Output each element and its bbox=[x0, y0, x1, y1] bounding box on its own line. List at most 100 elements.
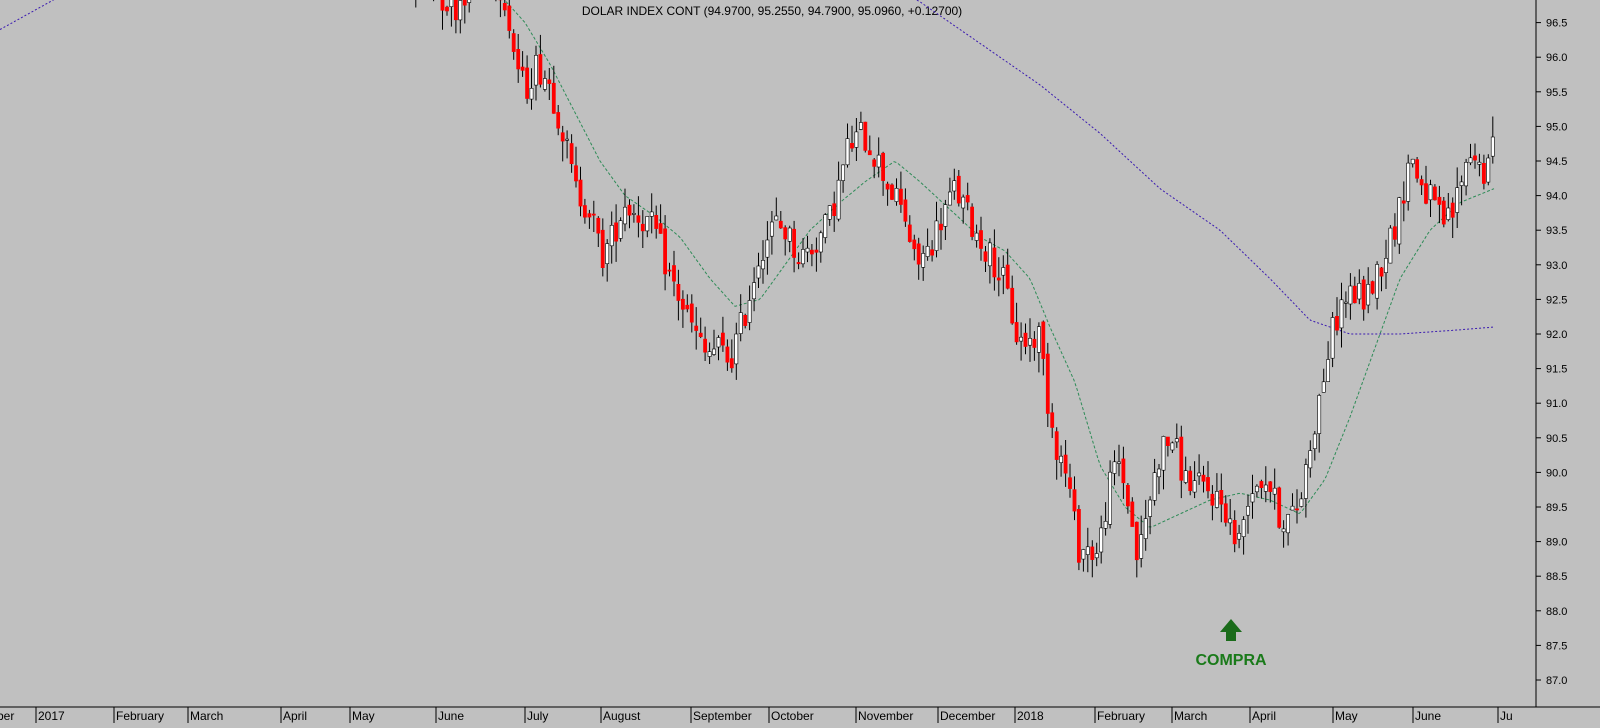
candle bbox=[996, 257, 1001, 297]
candle bbox=[596, 216, 601, 247]
candle-body bbox=[1250, 493, 1255, 503]
candle-body bbox=[1330, 317, 1335, 359]
candle bbox=[534, 45, 538, 101]
candle-body bbox=[903, 199, 908, 222]
candle bbox=[1437, 185, 1442, 224]
candle bbox=[1206, 461, 1210, 499]
candle bbox=[1459, 175, 1464, 206]
candle bbox=[850, 125, 854, 152]
candle-body bbox=[1433, 186, 1437, 201]
candle-body bbox=[1121, 458, 1126, 484]
candle-body bbox=[645, 216, 650, 232]
candle bbox=[1237, 524, 1242, 549]
candle bbox=[458, 0, 463, 34]
candle-body bbox=[1228, 518, 1233, 524]
x-tick-label: June bbox=[1415, 709, 1441, 723]
candle bbox=[787, 225, 792, 253]
candle-body bbox=[965, 195, 970, 203]
candle bbox=[1379, 267, 1384, 292]
candle-body bbox=[1112, 461, 1117, 474]
candle bbox=[1486, 154, 1491, 186]
candle-body bbox=[921, 253, 926, 268]
candle-body bbox=[467, 0, 472, 3]
x-tick-label: November bbox=[858, 709, 913, 723]
candle bbox=[841, 164, 846, 193]
candle-body bbox=[1312, 433, 1317, 449]
candle-body bbox=[1063, 454, 1068, 474]
candle-body bbox=[1366, 284, 1371, 306]
candle-body bbox=[863, 121, 868, 151]
candle-body bbox=[1179, 436, 1184, 481]
candle bbox=[498, 0, 503, 18]
candle bbox=[1281, 520, 1286, 548]
candle bbox=[867, 135, 872, 156]
candle bbox=[600, 218, 605, 277]
candle-body bbox=[1255, 485, 1259, 493]
candle-body bbox=[1344, 301, 1348, 304]
x-tick-label: April bbox=[1252, 709, 1276, 723]
candle bbox=[1023, 323, 1028, 355]
candle-body bbox=[1059, 455, 1064, 464]
candle-body bbox=[1304, 464, 1308, 499]
candle-body bbox=[1339, 299, 1344, 329]
candle bbox=[449, 0, 454, 27]
candle bbox=[987, 238, 992, 284]
candle-body bbox=[1317, 395, 1322, 434]
candle-body bbox=[912, 239, 917, 250]
candle bbox=[1375, 261, 1380, 310]
x-tick-label: 2017 bbox=[38, 709, 65, 723]
x-tick-label: Ju bbox=[1500, 709, 1513, 723]
candle bbox=[1228, 499, 1233, 535]
candle bbox=[1130, 497, 1135, 527]
candle-body bbox=[992, 247, 997, 278]
slow-moving-average-layer bbox=[0, 0, 1495, 335]
candle-body bbox=[703, 338, 708, 353]
candle bbox=[809, 244, 814, 267]
candle bbox=[1482, 154, 1486, 190]
candle-body bbox=[1468, 157, 1473, 164]
candle bbox=[827, 205, 832, 226]
candle bbox=[1210, 485, 1215, 521]
candle-body bbox=[743, 314, 748, 326]
candle-body bbox=[636, 215, 641, 223]
candle-body bbox=[449, 0, 454, 8]
candle-body bbox=[462, 0, 467, 6]
candle bbox=[1201, 465, 1206, 493]
candle-body bbox=[565, 138, 570, 141]
candle-body bbox=[1045, 353, 1050, 414]
candle-body bbox=[631, 213, 636, 215]
candle-body bbox=[1379, 267, 1384, 277]
candle bbox=[467, 0, 472, 13]
candle-body bbox=[1148, 499, 1153, 517]
candle bbox=[1446, 193, 1451, 222]
candle-body bbox=[560, 132, 565, 142]
candle-body bbox=[769, 221, 774, 237]
candle bbox=[1277, 486, 1282, 529]
candle-body bbox=[676, 283, 681, 301]
candle-body bbox=[1005, 264, 1010, 289]
candle-body bbox=[529, 88, 534, 100]
candle bbox=[1001, 255, 1006, 295]
candle-body bbox=[1290, 505, 1295, 511]
candle-body bbox=[1482, 163, 1486, 184]
y-axis-ticks: 105.0104.5104.0103.5103.0102.5102.0101.5… bbox=[1536, 18, 1567, 687]
candle bbox=[1126, 483, 1130, 514]
candle bbox=[716, 335, 721, 361]
candle bbox=[1174, 423, 1179, 448]
candle bbox=[1170, 441, 1175, 453]
candle bbox=[502, 0, 507, 17]
candle bbox=[1361, 275, 1366, 321]
candle bbox=[939, 208, 943, 250]
candle bbox=[1339, 282, 1344, 348]
candle bbox=[1063, 440, 1068, 487]
y-tick-label: 88.5 bbox=[1546, 571, 1567, 583]
candle bbox=[1192, 461, 1197, 499]
candle-body bbox=[440, 0, 445, 11]
candle-body bbox=[1272, 487, 1277, 495]
candle-body bbox=[654, 215, 659, 229]
candle-body bbox=[547, 79, 552, 84]
candle bbox=[631, 204, 636, 223]
candle bbox=[1441, 197, 1446, 228]
